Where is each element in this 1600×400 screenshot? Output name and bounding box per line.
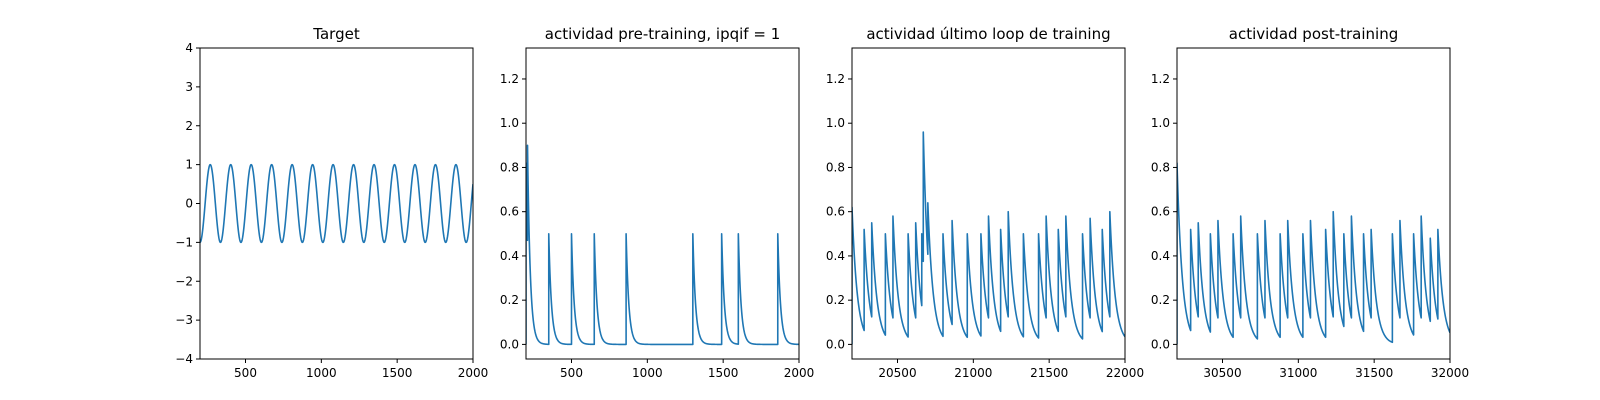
x-tick-label: 32000 <box>1431 366 1469 380</box>
series-line-2-1 <box>526 144 799 346</box>
series-line-1-1 <box>200 163 473 244</box>
x-tick-label: 2000 <box>458 366 489 380</box>
y-tick-label: 0.4 <box>1151 249 1170 263</box>
y-tick-label: 0.6 <box>826 205 845 219</box>
subplot-3: actividad último loop de training 20500 21… <box>826 25 1144 380</box>
y-tick-label: 0 <box>185 197 193 211</box>
y-tick-label: 1.2 <box>826 72 845 86</box>
subplot-1: Target 500 1000 1500 2000 −4 −3 −2 −1 0 1 2 3 4 <box>175 25 488 380</box>
y-tick-label: 0.4 <box>500 249 519 263</box>
y-tick-label: −3 <box>175 313 193 327</box>
y-tick-label: 1.0 <box>1151 116 1170 130</box>
y-tick-label: 1.0 <box>826 116 845 130</box>
y-tick-label: 0.0 <box>1151 337 1170 351</box>
y-tick-label: 1.2 <box>1151 72 1170 86</box>
axes-frame <box>851 47 1126 360</box>
y-tick-label: −1 <box>175 235 193 249</box>
y-tick-label: 0.6 <box>1151 205 1170 219</box>
x-tick-label: 1000 <box>632 366 663 380</box>
x-tick-label: 500 <box>234 366 257 380</box>
chart-title: actividad post-training <box>1229 25 1398 43</box>
y-tick-label: 0.8 <box>500 160 519 174</box>
x-tick-label: 31000 <box>1279 366 1317 380</box>
y-tick-label: 0.0 <box>826 337 845 351</box>
y-tick-label: 0.2 <box>826 293 845 307</box>
y-tick-label: 1.2 <box>500 72 519 86</box>
series-line-3-1 <box>852 131 1125 345</box>
x-tick-label: 30500 <box>1203 366 1241 380</box>
y-tick-label: 0.2 <box>500 293 519 307</box>
x-tick-label: 20500 <box>878 366 916 380</box>
axes-frame <box>525 47 800 360</box>
y-tick-label: 0.8 <box>1151 160 1170 174</box>
x-tick-label: 22000 <box>1106 366 1144 380</box>
axes-frame <box>199 47 474 360</box>
y-tick-label: 0.0 <box>500 337 519 351</box>
x-tick-label: 2000 <box>784 366 815 380</box>
y-tick-label: 4 <box>185 41 193 55</box>
chart-title: Target <box>312 25 360 43</box>
x-tick-label: 21000 <box>954 366 992 380</box>
axes-frame <box>1176 47 1451 360</box>
y-tick-label: 0.6 <box>500 205 519 219</box>
y-tick-label: 0.8 <box>826 160 845 174</box>
y-tick-label: −4 <box>175 352 193 366</box>
y-tick-label: 1.0 <box>500 116 519 130</box>
y-tick-label: 3 <box>185 80 193 94</box>
y-tick-label: 0.2 <box>1151 293 1170 307</box>
y-tick-label: 0.4 <box>826 249 845 263</box>
subplot-2: actividad pre-training, ipqif = 1 500 1000… <box>500 25 814 380</box>
y-tick-label: 1 <box>185 158 193 172</box>
x-tick-label: 1500 <box>382 366 413 380</box>
x-tick-label: 500 <box>560 366 583 380</box>
chart-title: actividad pre-training, ipqif = 1 <box>545 25 781 43</box>
y-tick-label: 2 <box>185 119 193 133</box>
x-tick-label: 21500 <box>1030 366 1068 380</box>
x-tick-label: 1000 <box>306 366 337 380</box>
x-tick-label: 1500 <box>708 366 739 380</box>
chart-title: actividad último loop de training <box>866 25 1110 43</box>
x-tick-label: 31500 <box>1355 366 1393 380</box>
subplot-4: actividad post-training 30500 31000 31500 32… <box>1151 25 1469 380</box>
series-line-4-1 <box>1177 162 1450 345</box>
y-tick-label: −2 <box>175 274 193 288</box>
